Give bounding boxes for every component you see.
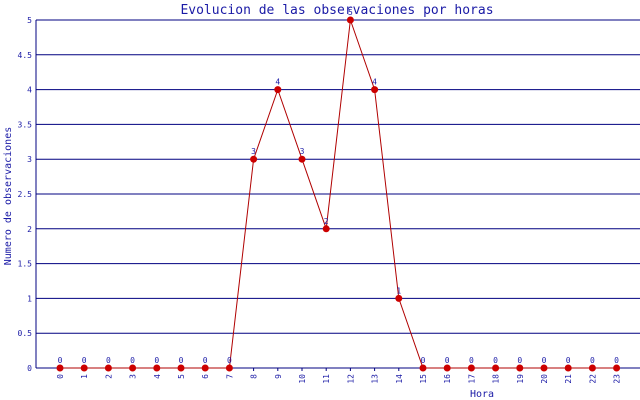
y-tick-label: 3.5 <box>18 120 33 129</box>
data-point <box>104 364 112 372</box>
x-tick-label: 15 <box>419 374 428 384</box>
x-tick-label: 0 <box>56 374 65 379</box>
data-point <box>516 364 524 372</box>
chart-title: Evolucion de las observaciones por horas <box>180 3 493 18</box>
data-label: 0 <box>493 356 498 365</box>
data-point <box>588 364 596 372</box>
x-tick-label: 9 <box>274 374 283 379</box>
data-point <box>298 155 306 163</box>
data-labels: 0 0 0 0 0 0 0 0 3 4 3 2 5 4 1 0 0 0 0 0 0 0 0 0 <box>58 8 620 365</box>
x-axis-label: Hora <box>470 389 494 400</box>
x-tick-label: 5 <box>177 374 186 379</box>
data-label: 4 <box>275 78 280 87</box>
data-point <box>540 364 548 372</box>
x-tick-label: 2 <box>104 374 113 379</box>
data-point <box>129 364 137 372</box>
x-tick-label: 12 <box>346 374 355 384</box>
x-tick-label: 18 <box>492 374 501 384</box>
y-tick-label: 4.5 <box>18 51 33 60</box>
data-label: 3 <box>251 147 256 156</box>
data-label: 0 <box>590 356 595 365</box>
y-tick-label: 5 <box>27 16 32 25</box>
data-point <box>153 364 161 372</box>
x-tick-labels: 0 1 2 3 4 5 6 7 8 9 10 11 12 13 14 15 16 17 18 19 20 21 22 23 <box>56 374 622 384</box>
x-tick-label: 20 <box>540 374 549 384</box>
x-tick-label: 13 <box>371 374 380 384</box>
x-tick-label: 6 <box>201 374 210 379</box>
data-point <box>225 364 233 372</box>
y-tick-label: 2 <box>27 225 32 234</box>
data-point <box>346 16 354 24</box>
data-point <box>322 225 330 233</box>
x-tick-label: 1 <box>80 374 89 379</box>
data-label: 0 <box>421 356 426 365</box>
data-label: 3 <box>300 147 305 156</box>
data-label: 0 <box>154 356 159 365</box>
grid-lines <box>35 19 640 371</box>
x-tick-label: 23 <box>613 374 622 384</box>
data-label: 0 <box>566 356 571 365</box>
data-label: 0 <box>203 356 208 365</box>
data-label: 0 <box>469 356 474 365</box>
data-label: 0 <box>542 356 547 365</box>
x-tick-label: 10 <box>298 374 307 384</box>
data-point <box>56 364 64 372</box>
data-label: 0 <box>227 356 232 365</box>
x-tick-label: 21 <box>564 374 573 384</box>
data-label: 2 <box>324 217 329 226</box>
data-label: 0 <box>58 356 63 365</box>
data-point <box>467 364 475 372</box>
data-point <box>201 364 209 372</box>
data-label: 0 <box>179 356 184 365</box>
y-tick-label: 0.5 <box>18 329 33 338</box>
y-tick-label: 3 <box>27 155 32 164</box>
data-label: 1 <box>396 286 401 295</box>
data-point <box>419 364 427 372</box>
y-tick-label: 0 <box>27 364 32 373</box>
data-label: 4 <box>372 78 377 87</box>
data-label: 0 <box>130 356 135 365</box>
x-tick-label: 3 <box>129 374 138 379</box>
data-label: 0 <box>106 356 111 365</box>
y-tick-label: 1 <box>27 294 32 303</box>
y-tick-labels: 0 0.5 1 1.5 2 2.5 3 3.5 4 4.5 5 <box>18 16 33 373</box>
x-tick-label: 11 <box>322 374 331 384</box>
data-label: 5 <box>348 8 353 17</box>
data-point <box>564 364 572 372</box>
data-point <box>177 364 185 372</box>
data-point <box>492 364 500 372</box>
data-label: 0 <box>82 356 87 365</box>
x-tick-label: 8 <box>250 374 259 379</box>
series-line <box>60 19 617 369</box>
data-point <box>613 364 621 372</box>
data-label: 0 <box>445 356 450 365</box>
data-points <box>56 16 621 372</box>
data-point <box>371 86 379 94</box>
data-label: 0 <box>614 356 619 365</box>
y-tick-label: 4 <box>27 86 32 95</box>
y-tick-label: 2.5 <box>18 190 33 199</box>
x-tick-label: 19 <box>516 374 525 384</box>
x-tick-label: 14 <box>395 374 404 384</box>
x-tick-label: 17 <box>467 374 476 384</box>
data-label: 0 <box>517 356 522 365</box>
data-point <box>395 294 403 302</box>
y-tick-label: 1.5 <box>18 260 33 269</box>
x-tick-label: 7 <box>225 374 234 379</box>
data-point <box>443 364 451 372</box>
data-point <box>250 155 258 163</box>
x-tick-label: 16 <box>443 374 452 384</box>
x-tick-label: 4 <box>153 374 162 379</box>
x-tick-label: 22 <box>588 374 597 384</box>
data-point <box>274 86 282 94</box>
y-axis-label: Numero de observaciones <box>3 127 14 265</box>
data-point <box>80 364 88 372</box>
